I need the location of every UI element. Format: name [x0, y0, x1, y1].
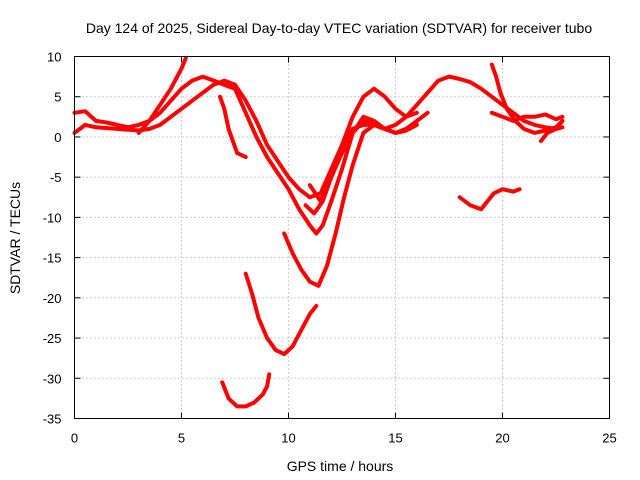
- x-axis-label: GPS time / hours: [287, 458, 394, 474]
- series-line-track-11: [457, 187, 522, 212]
- y-tick-label: -30: [43, 371, 62, 386]
- x-tick-label: 25: [602, 431, 616, 446]
- series-line-track-9: [243, 271, 319, 357]
- series-line-track-5: [218, 94, 248, 160]
- series-line-track-1: [72, 74, 237, 130]
- y-tick-label: -10: [43, 210, 62, 225]
- tick-layer: 0 5 10 15 20 25 -35 -30 -25 -20 -15 -10 -5 0 5 10: [43, 50, 617, 446]
- y-tick-label: 0: [54, 130, 61, 145]
- x-tick-label: 0: [71, 431, 78, 446]
- y-tick-label: -5: [50, 170, 62, 185]
- series-line-track-8: [282, 122, 409, 288]
- series-line-track-10: [220, 372, 272, 409]
- series-line-track-13: [489, 110, 565, 123]
- x-tick-label: 20: [495, 431, 509, 446]
- series-line-track-2: [72, 78, 419, 200]
- series-line-track-3: [136, 56, 188, 135]
- series-line-track-7: [307, 86, 419, 204]
- y-tick-label: -35: [43, 412, 62, 427]
- series-layer: [72, 56, 565, 409]
- series-line-track-14: [539, 118, 565, 143]
- chart-title: Day 124 of 2025, Sidereal Day-to-day VTE…: [86, 20, 593, 36]
- y-tick-label: 5: [54, 90, 61, 105]
- plot-frame: [74, 56, 610, 419]
- y-tick-label: 10: [47, 50, 61, 65]
- x-tick-label: 15: [388, 431, 402, 446]
- y-tick-label: -25: [43, 331, 62, 346]
- y-axis-label: SDTVAR / TECUs: [7, 182, 23, 294]
- y-tick-label: -20: [43, 291, 62, 306]
- x-tick-label: 5: [178, 431, 185, 446]
- y-tick-label: -15: [43, 251, 62, 266]
- series-line-track-12: [489, 62, 565, 135]
- x-tick-label: 10: [281, 431, 295, 446]
